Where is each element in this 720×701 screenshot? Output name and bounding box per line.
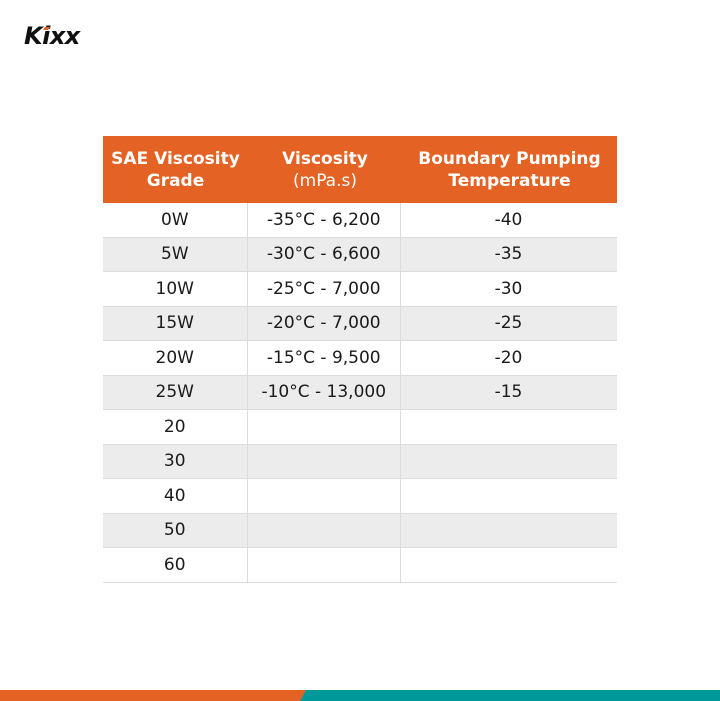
brand-footer-stripe bbox=[0, 690, 720, 701]
cell-pumping bbox=[401, 514, 616, 548]
cell-viscosity bbox=[248, 548, 401, 582]
table-row: 40 bbox=[103, 479, 617, 514]
header-text: Boundary Pumping bbox=[418, 148, 601, 169]
table-row: 15W -20°C - 7,000 -25 bbox=[103, 306, 617, 341]
cell-grade: 20 bbox=[103, 410, 248, 444]
table-row: 30 bbox=[103, 444, 617, 479]
cell-grade: 15W bbox=[103, 306, 248, 340]
cell-pumping: -25 bbox=[494, 313, 523, 334]
cell-pumping: -35 bbox=[494, 244, 523, 265]
cell-pumping: -15 bbox=[494, 382, 523, 403]
cell-grade: 0W bbox=[103, 203, 248, 237]
cell-viscosity bbox=[248, 479, 401, 513]
header-text: SAE Viscosity bbox=[111, 148, 240, 169]
table-row: 20 bbox=[103, 410, 617, 445]
cell-viscosity: -25°C - 7,000 bbox=[248, 272, 401, 306]
cell-pumping: -20 bbox=[494, 347, 523, 368]
cell-grade: 30 bbox=[103, 444, 248, 478]
svg-text:Kixx: Kixx bbox=[24, 24, 82, 48]
cell-grade: 5W bbox=[103, 237, 248, 271]
table-row: 50 bbox=[103, 513, 617, 548]
table-row: 60 bbox=[103, 548, 617, 583]
header-sae-grade: SAE Viscosity Grade bbox=[103, 136, 248, 203]
header-boundary-pumping: Boundary Pumping Temperature bbox=[402, 136, 617, 203]
header-text: Viscosity bbox=[282, 148, 368, 169]
sae-viscosity-table: SAE Viscosity Grade Viscosity (mPa.s) Bo… bbox=[103, 136, 617, 583]
table-row: 20W -15°C - 9,500 -20 bbox=[103, 341, 617, 376]
cell-pumping bbox=[401, 479, 616, 513]
table-row: 5W -30°C - 6,600 -35 bbox=[103, 237, 617, 272]
table-row: 25W -10°C - 13,000 -15 bbox=[103, 375, 617, 410]
table-row: 0W -35°C - 6,200 -40 bbox=[103, 203, 617, 238]
header-text: Temperature bbox=[448, 170, 571, 191]
cell-viscosity: -35°C - 6,200 bbox=[248, 203, 401, 237]
header-text: Grade bbox=[146, 170, 205, 191]
cell-viscosity bbox=[248, 410, 401, 444]
table-header: SAE Viscosity Grade Viscosity (mPa.s) Bo… bbox=[103, 136, 617, 203]
cell-pumping: -30 bbox=[494, 278, 523, 299]
cell-pumping: -40 bbox=[494, 209, 523, 230]
cell-grade: 40 bbox=[103, 479, 248, 513]
cell-viscosity: -10°C - 13,000 bbox=[248, 375, 401, 409]
table-row: 10W -25°C - 7,000 -30 bbox=[103, 272, 617, 307]
cell-viscosity bbox=[248, 444, 401, 478]
cell-grade: 20W bbox=[103, 341, 248, 375]
cell-viscosity: -20°C - 7,000 bbox=[248, 306, 401, 340]
kixx-logo: Kixx bbox=[24, 24, 82, 48]
cell-pumping bbox=[401, 548, 616, 582]
cell-pumping bbox=[401, 445, 616, 479]
cell-viscosity: -30°C - 6,600 bbox=[248, 237, 401, 271]
cell-pumping bbox=[401, 410, 616, 444]
cell-viscosity bbox=[248, 513, 401, 547]
header-viscosity: Viscosity (mPa.s) bbox=[248, 136, 402, 203]
cell-viscosity: -15°C - 9,500 bbox=[248, 341, 401, 375]
cell-grade: 25W bbox=[103, 375, 248, 409]
cell-grade: 60 bbox=[103, 548, 248, 582]
cell-grade: 50 bbox=[103, 513, 248, 547]
header-unit: (mPa.s) bbox=[293, 170, 357, 191]
cell-grade: 10W bbox=[103, 272, 248, 306]
